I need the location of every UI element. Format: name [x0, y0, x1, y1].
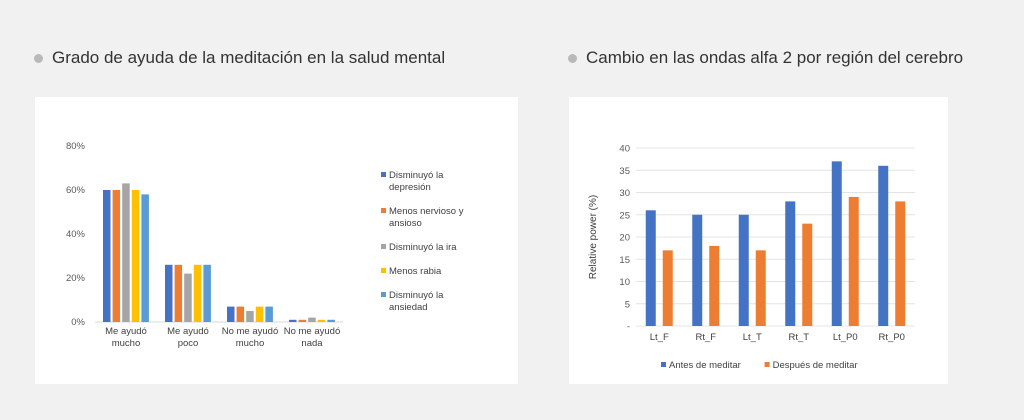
- x-tick-label-line: No me ayudó: [284, 326, 341, 337]
- bullet-dot-icon: [568, 53, 577, 63]
- y-tick-label: -: [627, 322, 630, 333]
- bar: [112, 190, 121, 322]
- alpha-waves-chart: - 5 10 15 20 25 30 35 40 Relative power (%) Lt_F Rt…: [588, 144, 915, 371]
- legend-label-line: Menos nervioso y: [389, 206, 464, 217]
- x-tick-label: Lt_F: [650, 332, 669, 343]
- bar: [878, 165, 889, 326]
- bar: [174, 264, 183, 322]
- legend-label-line: ansiedad: [389, 302, 428, 313]
- bar: [131, 190, 140, 322]
- legend-label: Disminuyó la ira: [389, 242, 457, 253]
- y-tick-label: 15: [619, 255, 630, 266]
- bar: [103, 190, 111, 322]
- y-tick-label: 80%: [66, 141, 86, 152]
- bar: [184, 273, 192, 322]
- legend-swatch: [381, 208, 386, 213]
- bar: [203, 264, 211, 322]
- legend-label-line: Disminuyó la: [389, 170, 444, 181]
- legend-label: Después de meditar: [773, 360, 858, 371]
- right-chart-title-text: Cambio en las ondas alfa 2 por región de…: [586, 48, 964, 67]
- y-tick-label: 40%: [66, 229, 86, 240]
- legend-label-line: depresión: [389, 182, 431, 193]
- x-tick-label: Rt_F: [695, 332, 716, 343]
- x-tick-label-line: nada: [301, 338, 323, 349]
- x-tick-label: No me ayudó nada: [284, 326, 341, 349]
- x-tick-label: No me ayudó mucho: [222, 326, 279, 349]
- y-tick-label: 25: [619, 210, 630, 221]
- bar: [692, 214, 703, 326]
- bar: [246, 311, 254, 322]
- legend-swatch: [381, 292, 386, 297]
- bar: [317, 319, 326, 322]
- legend-label: Disminuyó la depresión: [389, 170, 444, 193]
- x-tick-label: Lt_P0: [833, 332, 858, 343]
- bar: [122, 183, 130, 322]
- bar: [738, 214, 749, 326]
- y-tick-label: 10: [619, 277, 630, 288]
- y-tick-label: 5: [625, 299, 630, 310]
- left-chart-title-text: Grado de ayuda de la meditación en la sa…: [52, 48, 446, 67]
- bar: [848, 196, 859, 326]
- right-chart-panel: - 5 10 15 20 25 30 35 40 Relative power (%) Lt_F Rt…: [569, 97, 948, 384]
- bar: [308, 317, 316, 322]
- y-tick-label: 40: [619, 144, 630, 155]
- bar: [785, 201, 796, 326]
- bar: [265, 306, 273, 322]
- bar: [895, 201, 906, 326]
- legend-label-line: ansioso: [389, 218, 422, 229]
- legend-label-line: Menos rabia: [389, 266, 442, 277]
- legend-swatch: [661, 362, 666, 367]
- x-tick-label: Rt_P0: [879, 332, 905, 343]
- legend-label: Antes de meditar: [669, 360, 741, 371]
- x-tick-label-line: poco: [178, 338, 199, 349]
- y-tick-label: 60%: [66, 185, 86, 196]
- y-tick-label: 20: [619, 233, 630, 244]
- y-tick-label: 20%: [66, 273, 86, 284]
- legend-swatch: [381, 172, 386, 177]
- x-tick-label: Rt_T: [788, 332, 809, 343]
- legend-label: Menos nervioso y ansioso: [389, 206, 464, 229]
- x-tick-label: Lt_T: [743, 332, 762, 343]
- bar: [298, 319, 307, 322]
- x-tick-label-line: No me ayudó: [222, 326, 279, 337]
- x-tick-label-line: mucho: [236, 338, 265, 349]
- x-tick-label-line: Me ayudó: [105, 326, 147, 337]
- bar: [327, 319, 335, 322]
- legend-label: Menos rabia: [389, 266, 442, 277]
- right-chart-title: Cambio en las ondas alfa 2 por región de…: [568, 48, 963, 68]
- legend-label-line: Disminuyó la ira: [389, 242, 457, 253]
- legend-swatch: [381, 244, 386, 249]
- y-tick-label: 0%: [71, 317, 85, 328]
- x-tick-label: Me ayudó poco: [167, 326, 209, 349]
- x-tick-label-line: Me ayudó: [167, 326, 209, 337]
- bar: [236, 306, 245, 322]
- legend-swatch: [381, 268, 386, 273]
- bar: [662, 250, 673, 326]
- bar: [755, 250, 766, 326]
- left-chart-panel: 0% 20% 40% 60% 80% Me ayudó mucho Me ayudó poco N…: [35, 97, 518, 384]
- bar: [831, 161, 842, 326]
- bar: [141, 194, 149, 322]
- left-chart-title: Grado de ayuda de la meditación en la sa…: [34, 48, 445, 68]
- y-tick-label: 30: [619, 188, 630, 199]
- x-tick-label-line: mucho: [112, 338, 141, 349]
- bar: [289, 319, 297, 322]
- legend-label-line: Disminuyó la: [389, 290, 444, 301]
- bar: [645, 210, 656, 326]
- legend-label: Disminuyó la ansiedad: [389, 290, 444, 313]
- y-axis-label: Relative power (%): [588, 195, 599, 279]
- legend-swatch: [764, 362, 770, 367]
- bar: [227, 306, 235, 322]
- bar: [193, 264, 202, 322]
- x-tick-label: Me ayudó mucho: [105, 326, 147, 349]
- bar: [802, 223, 813, 326]
- bar: [165, 264, 173, 322]
- bar: [709, 245, 720, 326]
- bar: [255, 306, 264, 322]
- bullet-dot-icon: [34, 53, 43, 63]
- y-tick-label: 35: [619, 166, 630, 177]
